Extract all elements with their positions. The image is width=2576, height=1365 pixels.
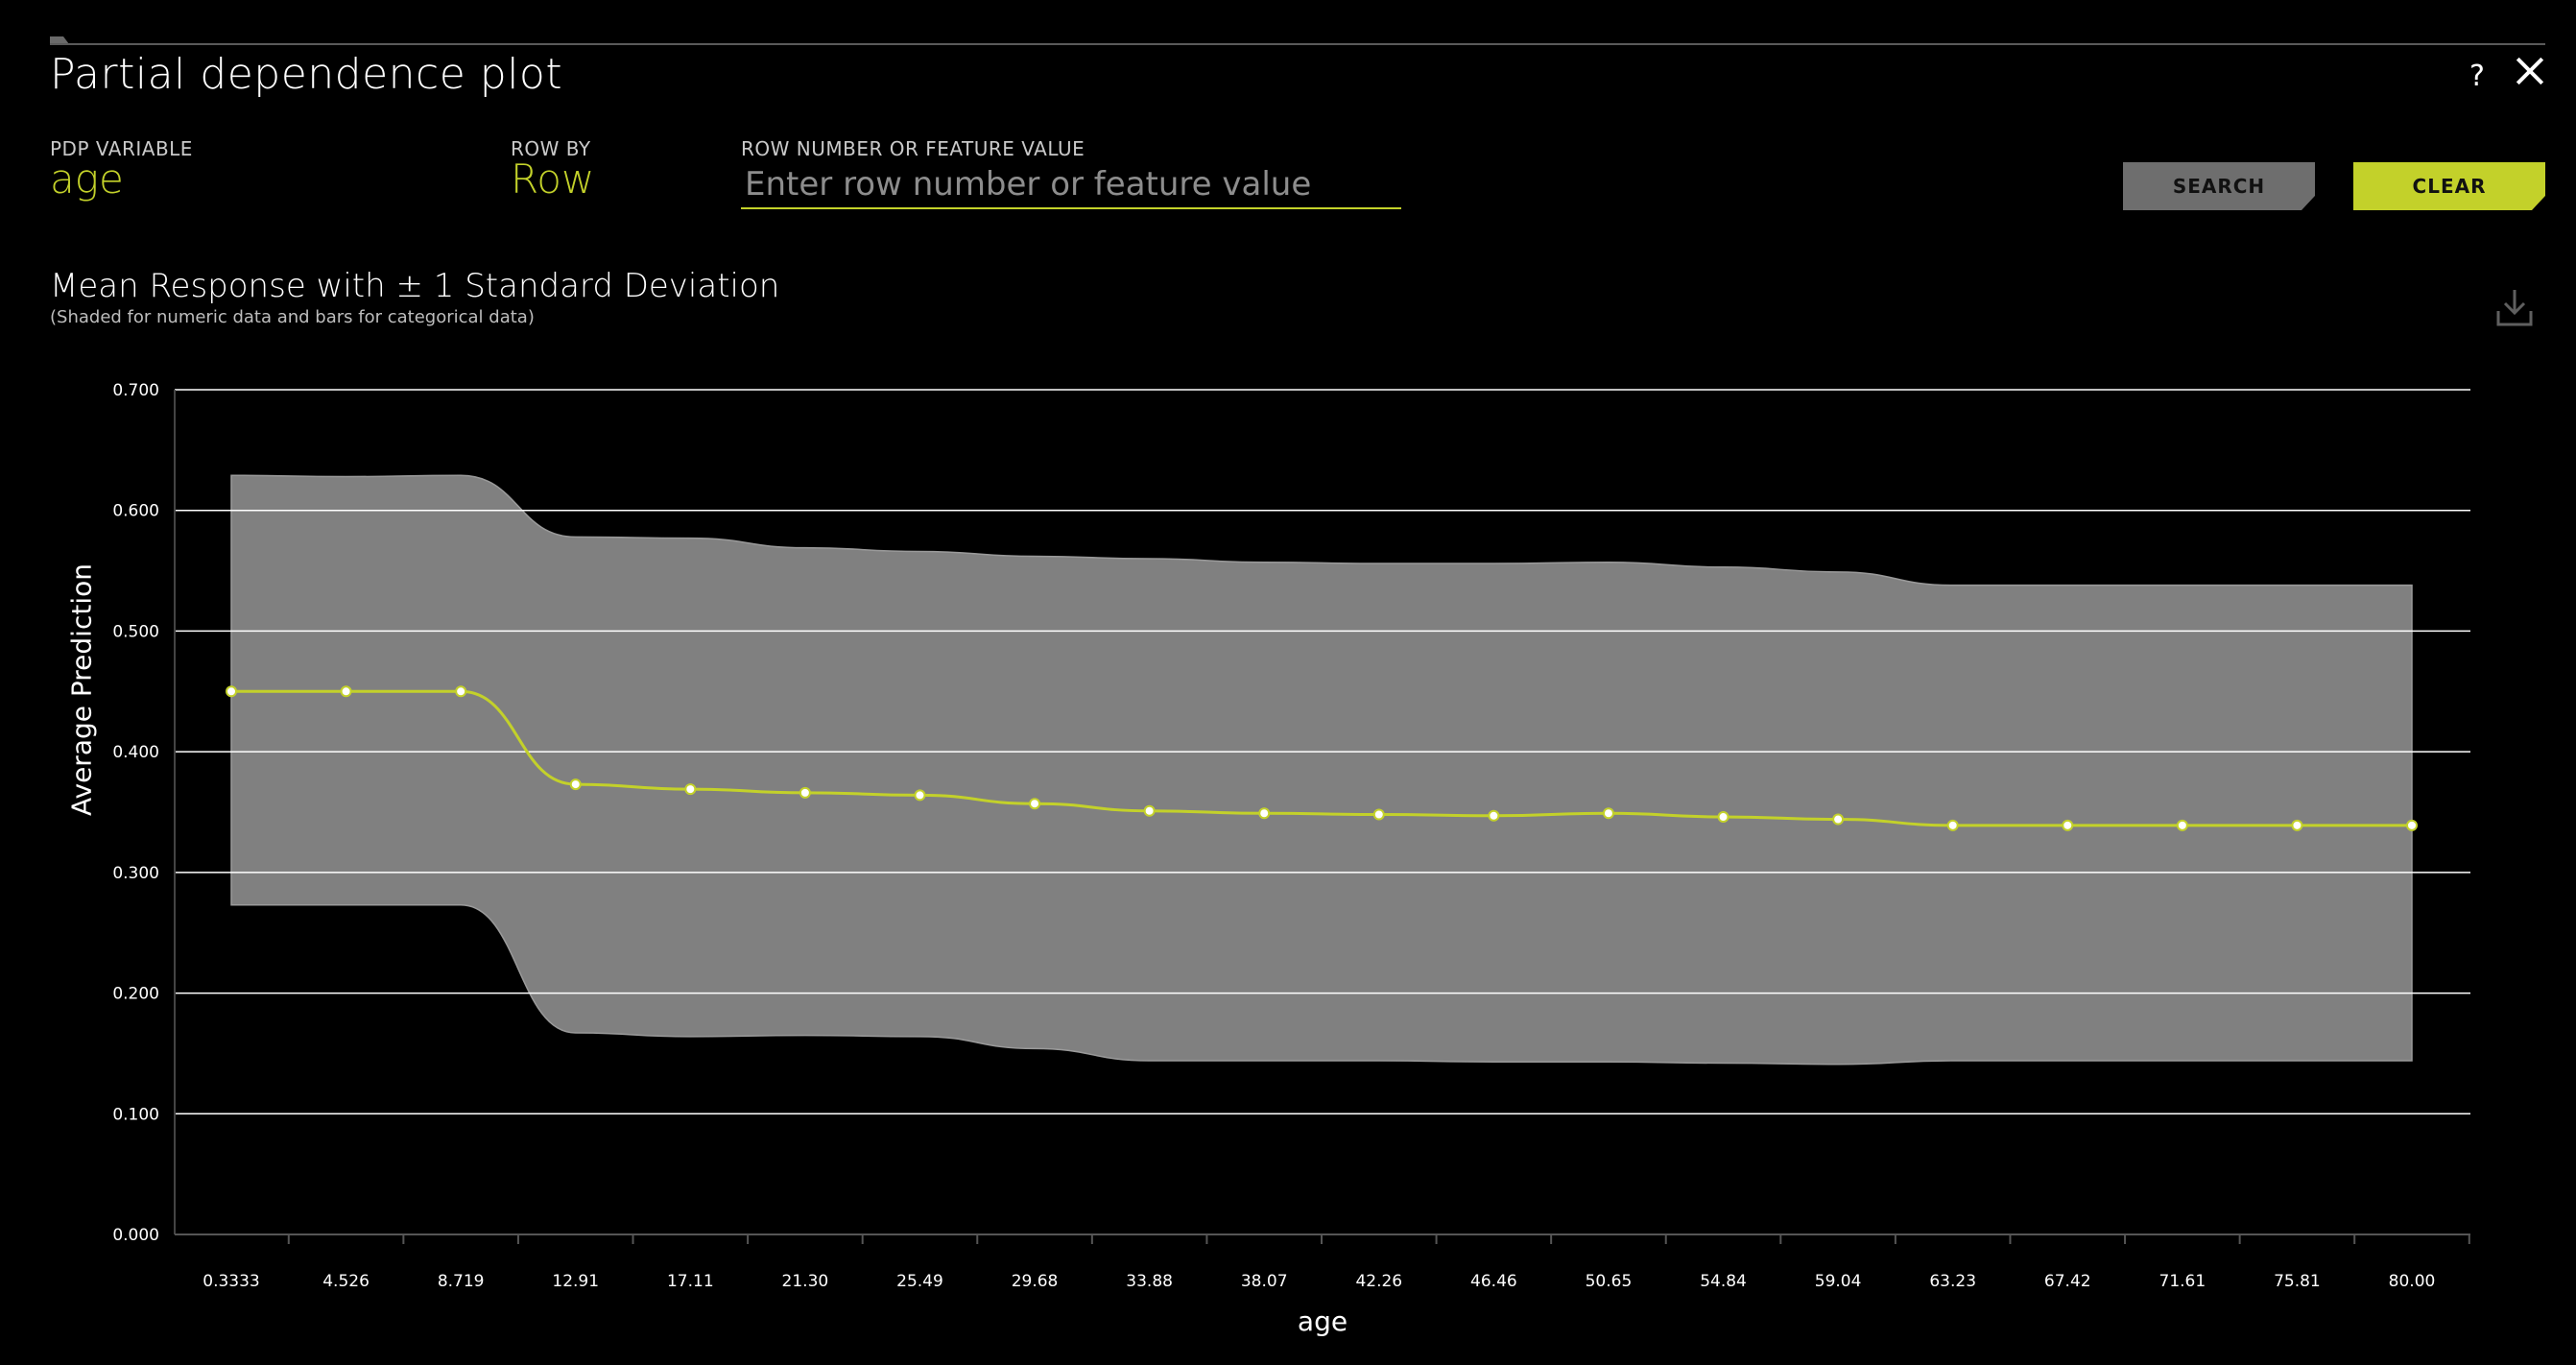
data-point <box>226 685 237 698</box>
x-tick-label: 75.81 <box>2274 1272 2321 1291</box>
x-tick-label: 25.49 <box>896 1272 943 1291</box>
row-by-label: ROW BY <box>511 137 591 160</box>
data-point <box>1258 807 1271 820</box>
x-tick-label: 8.719 <box>438 1272 485 1291</box>
data-point <box>2406 819 2418 831</box>
x-tick-label: 21.30 <box>782 1272 829 1291</box>
row-number-label: ROW NUMBER OR FEATURE VALUE <box>741 137 1085 160</box>
chart-subtitle: (Shaded for numeric data and bars for ca… <box>50 307 535 327</box>
x-tick-label: 42.26 <box>1355 1272 1402 1291</box>
data-point <box>1717 811 1729 824</box>
data-point <box>2291 819 2303 831</box>
y-tick-label: 0.700 <box>112 381 159 400</box>
data-point <box>1029 798 1041 810</box>
std-dev-band <box>230 474 2413 1066</box>
x-tick-label: 17.11 <box>667 1272 714 1291</box>
y-tick-label: 0.400 <box>112 743 159 762</box>
x-tick-label: 38.07 <box>1241 1272 1288 1291</box>
x-tick-label: 0.3333 <box>203 1272 259 1291</box>
data-point <box>1143 804 1156 817</box>
data-point <box>1602 807 1614 820</box>
pdp-variable-label: PDP VARIABLE <box>50 137 193 160</box>
data-point <box>2062 819 2074 831</box>
x-tick-label: 4.526 <box>322 1272 370 1291</box>
x-tick-label: 67.42 <box>2044 1272 2091 1291</box>
y-tick-label: 0.100 <box>112 1105 159 1124</box>
top-divider <box>50 43 2545 45</box>
x-tick-label: 46.46 <box>1470 1272 1517 1291</box>
data-point <box>1372 808 1385 821</box>
x-tick-label: 50.65 <box>1586 1272 1633 1291</box>
page-title: Partial dependence plot <box>50 50 563 99</box>
x-tick-label: 71.61 <box>2159 1272 2206 1291</box>
x-axis-label: age <box>1297 1305 1348 1337</box>
x-tick-label: 54.84 <box>1700 1272 1747 1291</box>
top-tab-marker <box>50 36 69 44</box>
x-tick-label: 12.91 <box>552 1272 599 1291</box>
row-number-input[interactable] <box>741 161 1401 209</box>
y-tick-label: 0.000 <box>112 1226 159 1245</box>
clear-button[interactable]: CLEAR <box>2353 162 2545 210</box>
y-tick-label: 0.600 <box>112 502 159 521</box>
y-axis-label: Average Prediction <box>65 563 98 816</box>
y-tick-label: 0.300 <box>112 864 159 883</box>
row-by-value[interactable]: Row <box>511 156 595 203</box>
data-point <box>569 778 582 791</box>
x-tick-label: 33.88 <box>1126 1272 1173 1291</box>
data-point <box>1488 809 1500 822</box>
search-button[interactable]: SEARCH <box>2123 162 2315 210</box>
data-point <box>455 685 467 698</box>
download-icon[interactable] <box>2495 286 2534 328</box>
data-point <box>1946 819 1959 831</box>
x-tick-label: 29.68 <box>1012 1272 1059 1291</box>
chart-title: Mean Response with ± 1 Standard Deviatio… <box>50 267 780 305</box>
x-tick-label: 80.00 <box>2389 1272 2436 1291</box>
data-point <box>1832 813 1845 826</box>
pdp-variable-value[interactable]: age <box>50 156 124 203</box>
data-point <box>340 685 352 698</box>
help-button[interactable]: ? <box>2469 60 2485 93</box>
data-point <box>914 789 926 802</box>
x-tick-label: 63.23 <box>1929 1272 1976 1291</box>
x-tick-label: 59.04 <box>1815 1272 1862 1291</box>
data-point <box>684 783 697 796</box>
y-tick-label: 0.500 <box>112 622 159 641</box>
data-point <box>799 786 811 799</box>
y-tick-label: 0.200 <box>112 985 159 1004</box>
data-point <box>2176 819 2188 831</box>
